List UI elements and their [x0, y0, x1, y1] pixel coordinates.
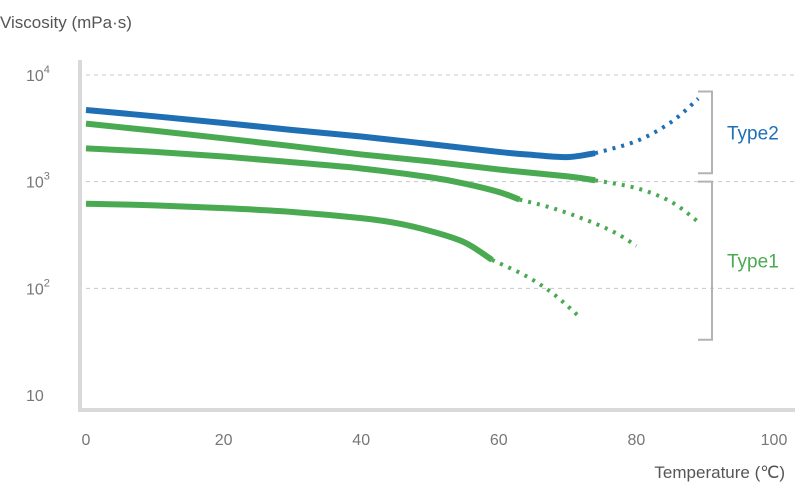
x-tick-label: 80	[628, 432, 646, 449]
y-tick-label: 10	[26, 388, 44, 405]
x-tick-label: 40	[352, 432, 370, 449]
bracket-type2	[698, 90, 713, 175]
x-tick-label: 20	[215, 432, 233, 449]
y-tick-label: 102	[26, 277, 50, 298]
series-line-dotted-1	[594, 97, 700, 156]
series-line-solid-4	[85, 200, 494, 263]
y-axis-title: Viscosity (mPa·s)	[0, 13, 132, 32]
x-tick-label: 60	[490, 432, 508, 449]
x-tick-label: 100	[761, 432, 788, 449]
series-line-solid-3	[85, 145, 521, 203]
label-type2: Type2	[727, 123, 779, 144]
label-type1: Type1	[727, 252, 779, 273]
series-line-dotted-3	[518, 197, 638, 248]
series-line-solid-1	[85, 106, 596, 161]
bracket-type1	[698, 180, 713, 341]
y-tick-label: 104	[26, 64, 50, 85]
series-line-dotted-2	[594, 178, 700, 224]
x-tick-label: 0	[82, 432, 91, 449]
series-line-solid-2	[85, 120, 596, 184]
x-axis-title: Temperature (℃)	[654, 463, 785, 482]
y-tick-labels: 104 103 102 10	[26, 64, 50, 405]
type-annotations: Type2 Type1	[698, 90, 779, 341]
y-tick-label: 103	[26, 171, 50, 192]
series-line-dotted-4	[491, 258, 583, 321]
x-tick-labels: 0 20 40 60 80 100	[82, 432, 788, 449]
series-lines	[85, 97, 700, 321]
